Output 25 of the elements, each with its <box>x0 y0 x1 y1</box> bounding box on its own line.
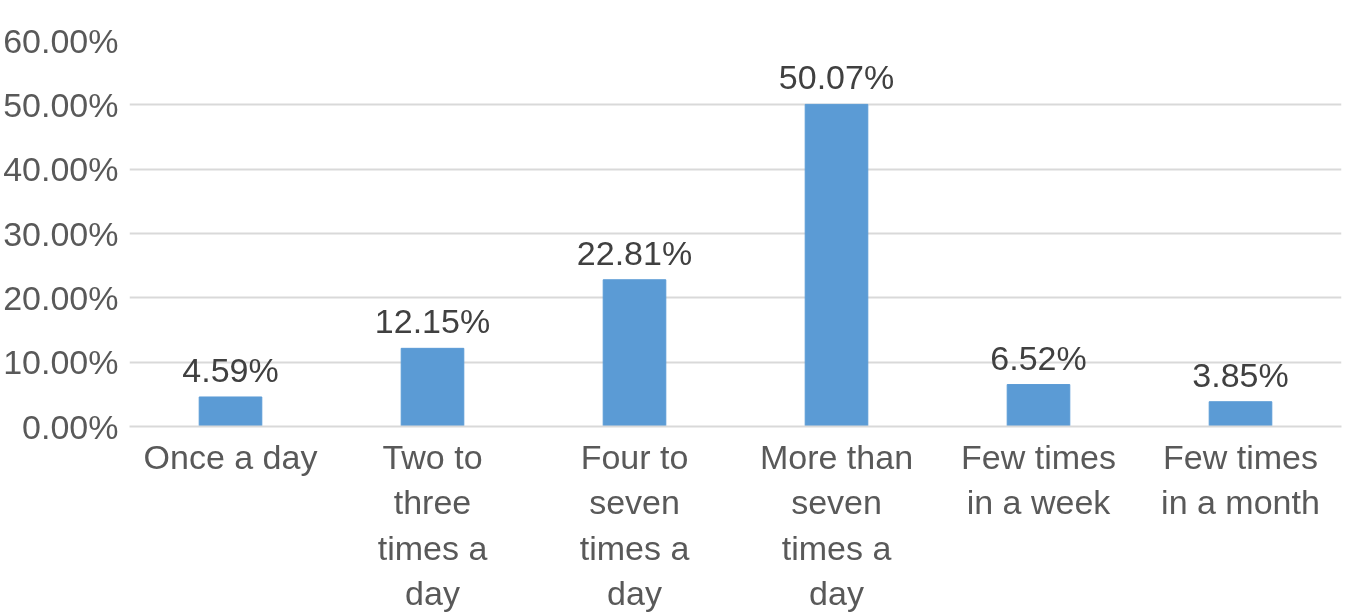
bar <box>804 103 869 427</box>
data-label: 12.15% <box>374 302 491 341</box>
bar <box>602 279 667 427</box>
data-label: 3.85% <box>1192 355 1289 394</box>
bar <box>1006 384 1071 427</box>
bar <box>1208 401 1273 427</box>
bar <box>400 347 465 427</box>
y-tick-label: 20.00% <box>3 278 119 317</box>
x-tick-label: Few times in a month <box>1161 437 1320 522</box>
y-tick-label: 40.00% <box>3 150 119 189</box>
data-label: 22.81% <box>576 233 693 272</box>
y-tick-label: 10.00% <box>3 343 119 382</box>
x-tick-label: Four to seven times a day <box>579 437 690 613</box>
x-tick-label: More than seven times a day <box>759 437 914 613</box>
x-tick-label: Once a day <box>143 437 318 476</box>
y-tick-label: 0.00% <box>22 407 119 446</box>
y-tick-label: 50.00% <box>3 85 119 124</box>
x-tick-label: Two to three times a day <box>377 437 488 613</box>
bar <box>198 396 263 427</box>
y-tick-label: 60.00% <box>3 21 119 60</box>
x-tick-label: Few times in a week <box>961 437 1116 522</box>
data-label: 50.07% <box>778 58 895 97</box>
y-tick-label: 30.00% <box>3 214 119 253</box>
data-label: 4.59% <box>182 350 279 389</box>
data-label: 6.52% <box>990 338 1087 377</box>
